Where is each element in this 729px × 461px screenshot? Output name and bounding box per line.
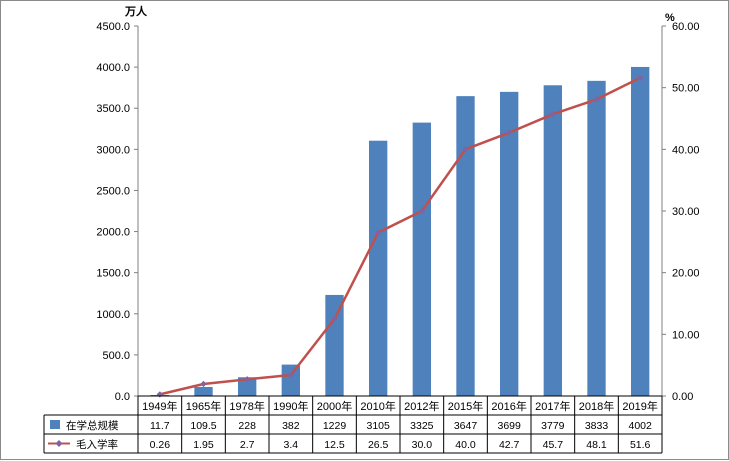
left-axis-unit: 万人 <box>124 4 148 18</box>
category-label: 1965年 <box>186 399 221 413</box>
category-label: 2016年 <box>491 399 526 413</box>
category-label: 2000年 <box>317 399 352 413</box>
bar-10 <box>543 85 563 396</box>
right-tick-label: 60.00 <box>672 21 700 33</box>
category-label: 2010年 <box>360 399 395 413</box>
category-label: 2019年 <box>622 399 657 413</box>
total-scale-value: 3833 <box>585 420 609 432</box>
bar-7 <box>412 122 432 396</box>
category-label: 1978年 <box>229 399 264 413</box>
bar-11 <box>587 80 606 396</box>
rate-point-5 <box>331 315 338 323</box>
legend-bar-swatch <box>50 420 60 429</box>
legend-line-marker <box>55 440 63 447</box>
rate-point-8 <box>462 146 469 153</box>
total-scale-value: 3325 <box>410 420 434 432</box>
enrollment-rate-value: 40.0 <box>455 439 476 451</box>
enrollment-rate-value: 51.6 <box>630 439 651 451</box>
rate-point-9 <box>505 129 513 136</box>
left-tick-label: 4500.0 <box>96 21 130 33</box>
right-tick-label: 0.00 <box>672 391 693 403</box>
total-scale-value: 4002 <box>628 420 652 432</box>
category-label: 1990年 <box>273 399 308 413</box>
right-axis-unit: % <box>665 12 675 24</box>
enrollment-rate-value: 0.26 <box>150 439 171 451</box>
total-scale-value: 3647 <box>454 420 478 432</box>
right-tick-label: 30.00 <box>672 206 700 218</box>
enrollment-rate-value: 26.5 <box>368 439 389 451</box>
left-tick-label: 2000.0 <box>96 227 130 239</box>
left-tick-label: 2500.0 <box>96 185 130 197</box>
enrollment-rate-line <box>159 76 641 396</box>
rate-point-12 <box>636 74 644 81</box>
left-tick-label: 3500.0 <box>96 103 130 115</box>
enrollment-rate-value: 30.0 <box>412 439 433 451</box>
right-tick-label: 40.00 <box>672 144 700 156</box>
enrollment-rate-value: 12.5 <box>324 439 345 451</box>
category-label: 2017年 <box>535 399 570 413</box>
left-tick-label: 500.0 <box>102 350 130 362</box>
total-scale-value: 1229 <box>323 420 347 432</box>
total-scale-value: 3105 <box>366 420 390 432</box>
rate-point-2 <box>200 380 207 388</box>
bar-8 <box>456 96 475 396</box>
rate-point-11 <box>593 96 600 103</box>
left-tick-label: 0.0 <box>115 391 130 403</box>
legend-bar-label: 在学总规模 <box>66 419 119 432</box>
total-scale-value: 3779 <box>541 420 565 432</box>
total-scale-value: 382 <box>282 420 300 432</box>
category-label: 2015年 <box>448 399 483 413</box>
enrollment-rate-value: 3.4 <box>284 439 299 451</box>
right-tick-label: 20.00 <box>672 268 700 280</box>
rate-point-6 <box>374 229 382 236</box>
enrollment-rate-value: 45.7 <box>543 439 564 451</box>
rate-point-1 <box>156 391 164 398</box>
right-tick-label: 50.00 <box>672 83 700 95</box>
bar-5 <box>325 294 344 396</box>
bar-3 <box>237 377 257 396</box>
rate-point-10 <box>549 110 557 118</box>
left-tick-label: 3000.0 <box>96 144 130 156</box>
enrollment-rate-value: 1.95 <box>193 439 214 451</box>
left-tick-label: 1000.0 <box>96 309 130 321</box>
category-label: 2018年 <box>579 399 614 413</box>
rate-point-7 <box>418 207 426 215</box>
left-tick-label: 1500.0 <box>96 268 130 280</box>
left-tick-label: 4000.0 <box>96 62 130 74</box>
total-scale-value: 228 <box>238 420 256 432</box>
total-scale-value: 3699 <box>497 420 521 432</box>
enrollment-rate-value: 42.7 <box>499 439 520 451</box>
total-scale-value: 11.7 <box>150 420 170 432</box>
bar-2 <box>194 386 213 396</box>
enrollment-rate-value: 48.1 <box>586 439 607 451</box>
bar-4 <box>281 364 301 396</box>
enrollment-rate-value: 2.7 <box>240 439 255 451</box>
legend-line-label: 毛入学率 <box>76 438 118 451</box>
rate-point-4 <box>287 371 295 379</box>
bar-12 <box>630 66 650 397</box>
category-label: 2012年 <box>404 399 439 413</box>
right-tick-label: 10.00 <box>672 329 700 341</box>
category-label: 1949年 <box>142 399 177 413</box>
rate-point-3 <box>243 376 251 383</box>
total-scale-value: 109.5 <box>190 420 216 432</box>
bar-9 <box>499 91 519 397</box>
bar-6 <box>368 140 388 396</box>
